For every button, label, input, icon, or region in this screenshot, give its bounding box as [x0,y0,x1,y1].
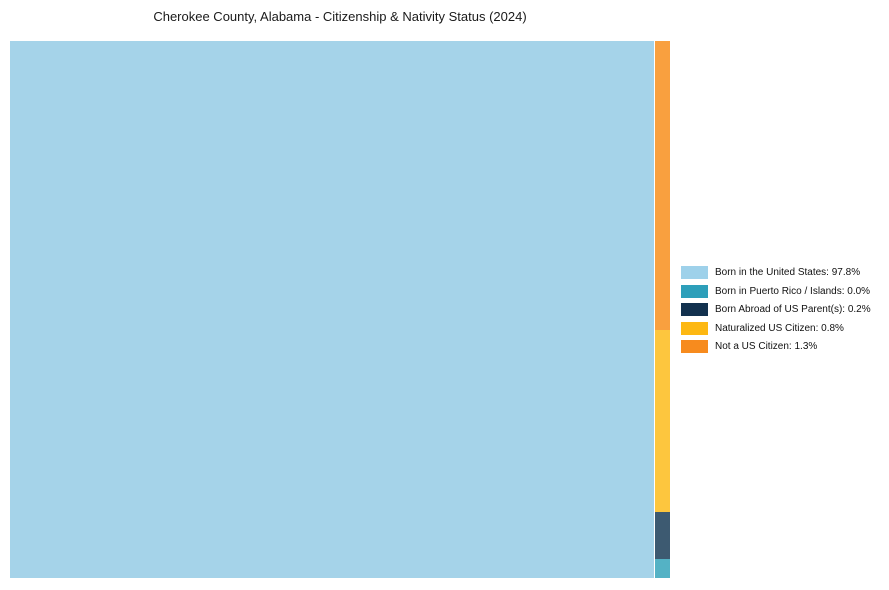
treemap-segment [655,330,670,512]
legend-item: Not a US Citizen: 1.3% [681,340,871,353]
legend-item: Naturalized US Citizen: 0.8% [681,321,871,335]
legend-item: Born in the United States: 97.8% [681,266,871,279]
legend-swatch [681,266,708,279]
legend-label: Born in Puerto Rico / Islands: 0.0% [715,285,871,297]
treemap-segment [655,559,670,578]
treemap-main-rect [10,41,654,578]
legend-label: Not a US Citizen: 1.3% [715,341,818,352]
treemap-segment [655,41,670,330]
legend-item: Born Abroad of US Parent(s): 0.2% [681,303,871,316]
treemap-strip [655,41,670,578]
legend-swatch [681,284,708,298]
treemap-segment [655,512,670,559]
legend-label: Naturalized US Citizen: 0.8% [715,322,844,334]
legend-swatch [681,303,708,316]
legend-label: Born in the United States: 97.8% [715,267,861,278]
legend: Born in the United States: 97.8% Born in … [681,266,871,353]
treemap-plot [10,41,670,578]
legend-item: Born in Puerto Rico / Islands: 0.0% [681,284,871,298]
legend-swatch [681,321,708,335]
legend-label: Born Abroad of US Parent(s): 0.2% [715,304,871,315]
chart-title: Cherokee County, Alabama - Citizenship &… [153,9,527,24]
legend-swatch [681,340,708,353]
